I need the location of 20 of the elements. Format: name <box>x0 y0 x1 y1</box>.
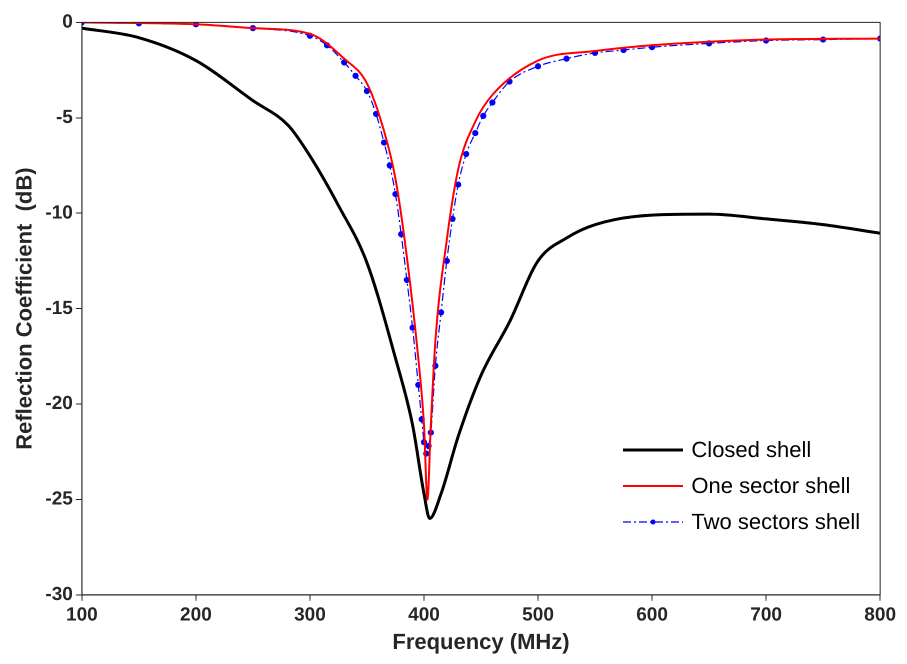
y-tick-label: -20 <box>45 393 73 414</box>
legend-label: Closed shell <box>691 436 812 463</box>
y-tick-label: -5 <box>56 107 74 128</box>
legend-label: Two sectors shell <box>691 508 860 535</box>
y-tick-label: -15 <box>45 298 74 319</box>
y-tick-label: -25 <box>45 488 74 510</box>
x-tick-label: 500 <box>522 604 554 626</box>
y-axis-title: Reflection Coefficient (dB) <box>11 167 36 450</box>
y-tick-label: 0 <box>62 12 73 33</box>
x-tick-label: 600 <box>636 604 668 626</box>
y-tick-label: -30 <box>45 584 73 606</box>
legend-label: One sector shell <box>691 472 850 499</box>
x-tick-label: 100 <box>66 604 98 626</box>
x-tick-label: 700 <box>750 604 782 626</box>
x-tick-label: 200 <box>180 604 212 626</box>
x-tick-label: 300 <box>294 604 326 626</box>
x-axis-title: Frequency (MHz) <box>392 628 570 654</box>
y-tick-label: -10 <box>45 202 73 224</box>
x-tick-label: 400 <box>408 604 440 626</box>
x-tick-label: 800 <box>864 604 896 626</box>
